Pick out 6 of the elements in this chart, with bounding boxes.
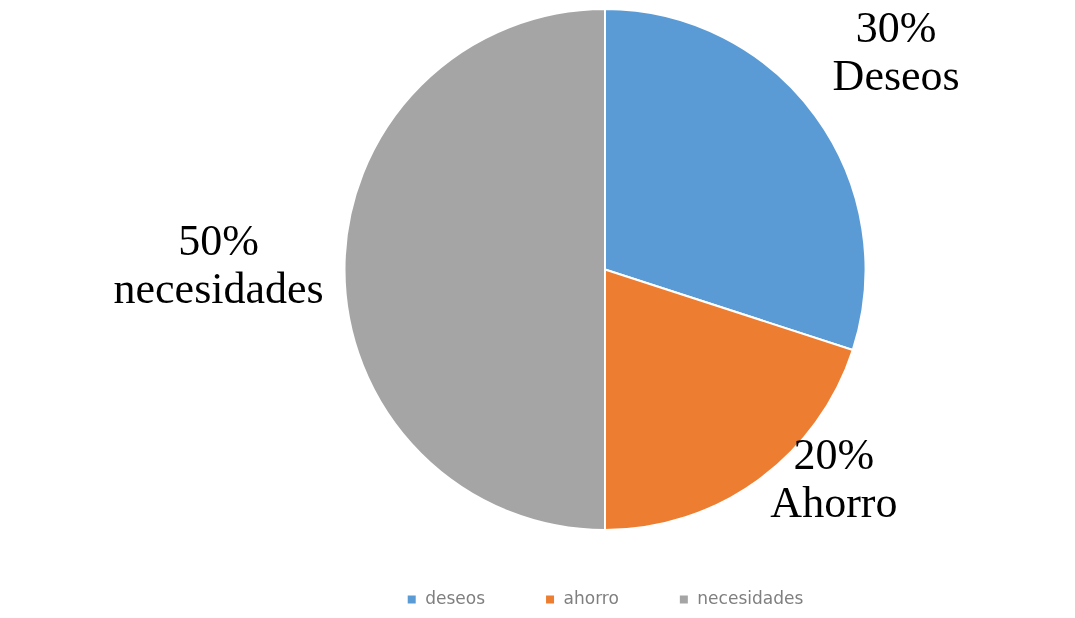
data-label: 20% Ahorro — [770, 429, 898, 527]
legend-label: deseos — [425, 587, 486, 608]
legend-label: ahorro — [563, 587, 619, 608]
legend-label: necesidades — [697, 587, 804, 608]
data-label: 50% necesidades — [113, 216, 324, 314]
data-label: 30% Deseos — [832, 2, 960, 100]
